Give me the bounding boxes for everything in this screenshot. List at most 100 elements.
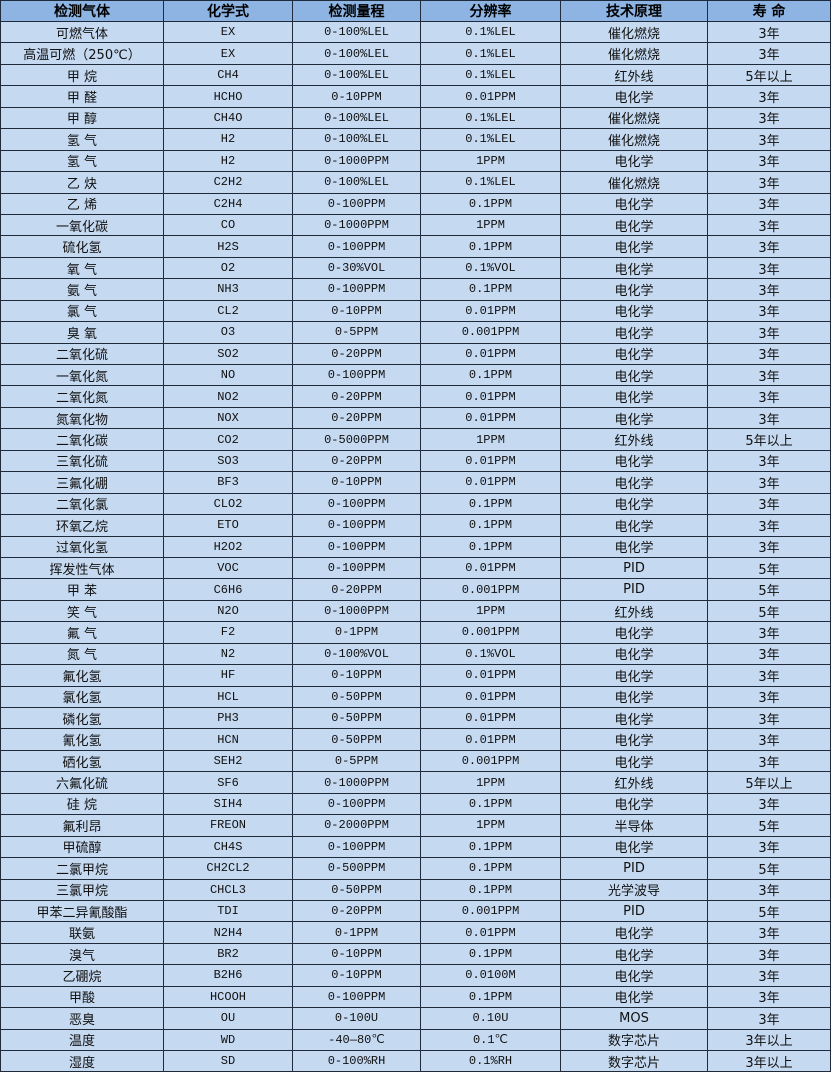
- cell-resolution: 0.001PPM: [420, 899, 561, 923]
- cell-formula: O3: [163, 321, 293, 344]
- table-row: 环氧乙烷 ETO 0-100PPM 0.1PPM 电化学 3年: [0, 514, 831, 537]
- cell-gas: 氰化氢: [0, 728, 164, 751]
- cell-resolution: 0.1PPM: [420, 492, 561, 516]
- cell-range: 0-10PPM: [292, 964, 421, 987]
- cell-resolution: 0.001PPM: [420, 321, 561, 344]
- cell-range: 0-5PPM: [292, 321, 421, 344]
- table-row: 二氯甲烷 CH2CL2 0-500PPM 0.1PPM PID 5年: [0, 857, 831, 880]
- table-row: 溴气 BR2 0-10PPM 0.1PPM 电化学 3年: [0, 942, 831, 966]
- cell-formula: F2: [163, 621, 293, 644]
- cell-principle: 电化学: [560, 749, 708, 773]
- cell-lifespan: 3年: [707, 664, 831, 687]
- cell-lifespan: 3年: [707, 406, 831, 430]
- cell-lifespan: 5年: [707, 578, 831, 601]
- cell-range: 0-20PPM: [292, 899, 421, 923]
- cell-principle: PID: [560, 857, 708, 880]
- cell-principle: 电化学: [560, 449, 708, 473]
- cell-formula: CO: [163, 213, 293, 237]
- cell-resolution: 1PPM: [420, 599, 561, 623]
- cell-principle: 催化燃烧: [560, 106, 708, 130]
- cell-gas: 高温可燃（250℃）: [0, 42, 164, 65]
- cell-formula: BF3: [163, 471, 293, 494]
- cell-lifespan: 3年: [707, 171, 831, 194]
- cell-principle: 催化燃烧: [560, 42, 708, 65]
- cell-formula: SIH4: [163, 792, 293, 816]
- cell-principle: PID: [560, 578, 708, 601]
- cell-principle: 催化燃烧: [560, 20, 708, 44]
- cell-gas: 氯化氢: [0, 685, 164, 709]
- cell-gas: 氮氧化物: [0, 406, 164, 430]
- table-body: 可燃气体 EX 0-100%LEL 0.1%LEL 催化燃烧 3年 高温可燃（250℃） EX…: [0, 20, 831, 1073]
- cell-gas: 三氯甲烷: [0, 878, 164, 901]
- cell-formula: CL2: [163, 299, 293, 323]
- cell-gas: 氯 气: [0, 299, 164, 323]
- cell-lifespan: 5年: [707, 857, 831, 880]
- cell-gas: 氢 气: [0, 128, 164, 151]
- cell-resolution: 0.1%LEL: [420, 42, 561, 65]
- header-formula: 化学式: [163, 0, 293, 22]
- cell-lifespan: 5年以上: [707, 63, 831, 87]
- cell-lifespan: 3年: [707, 235, 831, 258]
- cell-lifespan: 5年以上: [707, 428, 831, 451]
- cell-formula: TDI: [163, 899, 293, 923]
- cell-range: 0-10PPM: [292, 942, 421, 966]
- cell-resolution: 0.001PPM: [420, 578, 561, 601]
- cell-formula: N2H4: [163, 921, 293, 944]
- cell-formula: WD: [163, 1028, 293, 1052]
- cell-resolution: 0.01PPM: [420, 85, 561, 108]
- cell-formula: HCN: [163, 728, 293, 751]
- cell-principle: 电化学: [560, 835, 708, 859]
- cell-resolution: 0.001PPM: [420, 621, 561, 644]
- cell-resolution: 0.1PPM: [420, 878, 561, 901]
- cell-principle: 红外线: [560, 63, 708, 87]
- cell-resolution: 0.1PPM: [420, 792, 561, 816]
- cell-resolution: 0.1PPM: [420, 514, 561, 537]
- cell-formula: CH4: [163, 63, 293, 87]
- cell-gas: 二氧化碳: [0, 428, 164, 451]
- cell-formula: C2H4: [163, 192, 293, 215]
- cell-range: 0-100PPM: [292, 792, 421, 816]
- cell-range: 0-100PPM: [292, 535, 421, 558]
- cell-range: -40—80℃: [292, 1028, 421, 1052]
- table-row: 乙硼烷 B2H6 0-10PPM 0.0100M 电化学 3年: [0, 964, 831, 987]
- cell-formula: CH4O: [163, 106, 293, 130]
- cell-resolution: 1PPM: [420, 149, 561, 173]
- cell-range: 0-5000PPM: [292, 428, 421, 451]
- cell-lifespan: 3年: [707, 192, 831, 215]
- cell-resolution: 0.01PPM: [420, 471, 561, 494]
- cell-range: 0-100%LEL: [292, 20, 421, 44]
- cell-resolution: 0.01PPM: [420, 449, 561, 473]
- table-row: 三氯甲烷 CHCL3 0-50PPM 0.1PPM 光学波导 3年: [0, 878, 831, 901]
- cell-gas: 硫化氢: [0, 235, 164, 258]
- cell-formula: CLO2: [163, 492, 293, 516]
- cell-range: 0-5PPM: [292, 749, 421, 773]
- cell-range: 0-100%LEL: [292, 63, 421, 87]
- cell-resolution: 0.001PPM: [420, 749, 561, 773]
- cell-gas: 恶臭: [0, 1007, 164, 1030]
- cell-gas: 乙 炔: [0, 171, 164, 194]
- cell-lifespan: 3年: [707, 321, 831, 344]
- table-row: 氟化氢 HF 0-10PPM 0.01PPM 电化学 3年: [0, 664, 831, 687]
- table-row: 氧 气 O2 0-30%VOL 0.1%VOL 电化学 3年: [0, 256, 831, 280]
- cell-range: 0-20PPM: [292, 449, 421, 473]
- cell-formula: H2: [163, 128, 293, 151]
- cell-resolution: 0.1%LEL: [420, 20, 561, 44]
- table-row: 二氧化硫 SO2 0-20PPM 0.01PPM 电化学 3年: [0, 342, 831, 366]
- cell-formula: ETO: [163, 514, 293, 537]
- table-row: 乙 炔 C2H2 0-100%LEL 0.1%LEL 催化燃烧 3年: [0, 171, 831, 194]
- cell-resolution: 0.1%LEL: [420, 171, 561, 194]
- cell-gas: 一氧化碳: [0, 213, 164, 237]
- cell-principle: 电化学: [560, 706, 708, 730]
- table-row: 甲酸 HCOOH 0-100PPM 0.1PPM 电化学 3年: [0, 985, 831, 1009]
- header-resolution: 分辨率: [420, 0, 561, 22]
- table-row: 硅 烷 SIH4 0-100PPM 0.1PPM 电化学 3年: [0, 792, 831, 816]
- cell-lifespan: 5年: [707, 599, 831, 623]
- cell-gas: 甲 烷: [0, 63, 164, 87]
- cell-lifespan: 3年: [707, 514, 831, 537]
- cell-resolution: 0.1PPM: [420, 835, 561, 859]
- cell-range: 0-10PPM: [292, 471, 421, 494]
- cell-resolution: 0.1PPM: [420, 985, 561, 1009]
- cell-range: 0-1000PPM: [292, 149, 421, 173]
- table-row: 三氟化硼 BF3 0-10PPM 0.01PPM 电化学 3年: [0, 471, 831, 494]
- cell-lifespan: 3年: [707, 20, 831, 44]
